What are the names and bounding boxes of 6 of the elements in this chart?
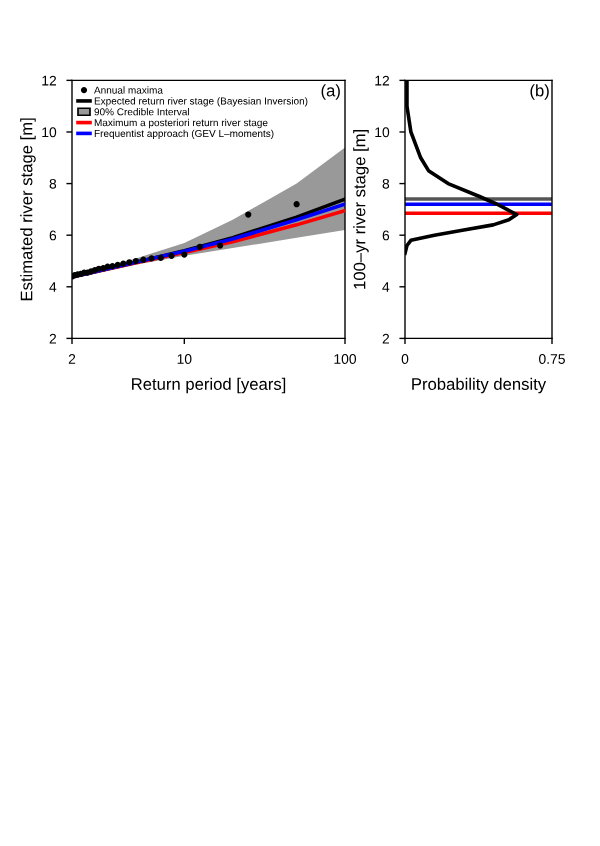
x-axis-title: Probability density xyxy=(412,377,547,394)
annotation: (b) xyxy=(530,84,549,100)
annotation: (a) xyxy=(321,84,340,100)
y-axis-title: 100–yr river stage [m] xyxy=(353,129,369,289)
y-axis-title: Estimated river stage [m] xyxy=(20,118,36,301)
x-axis-title: Return period [years] xyxy=(132,377,286,394)
